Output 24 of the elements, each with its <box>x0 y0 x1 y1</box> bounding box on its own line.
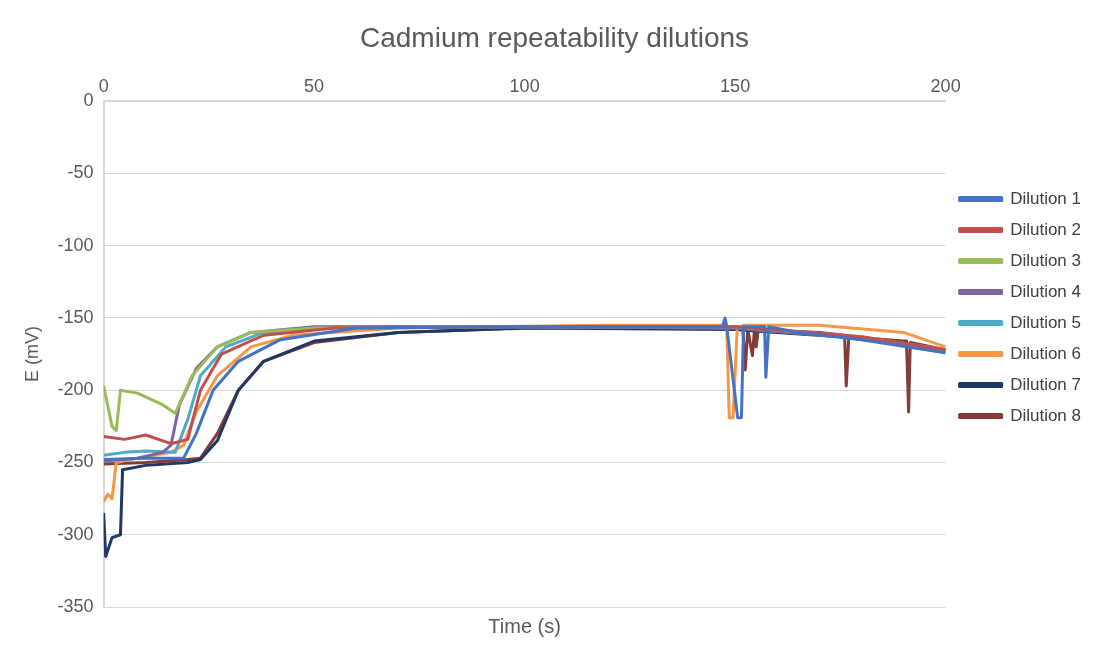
legend-label: Dilution 5 <box>1010 312 1081 332</box>
x-tick-label: 150 <box>720 76 751 97</box>
x-tick-label: 0 <box>98 76 109 97</box>
legend-label: Dilution 3 <box>1010 250 1081 270</box>
legend-label: Dilution 7 <box>1010 374 1081 394</box>
legend-label: Dilution 4 <box>1010 281 1081 301</box>
y-tick-label: -250 <box>57 451 94 472</box>
legend-label: Dilution 2 <box>1010 219 1081 239</box>
x-axis-title: Time (s) <box>488 614 561 637</box>
y-tick-label: -300 <box>57 523 94 544</box>
y-tick-label: -350 <box>57 595 94 616</box>
x-tick-label: 100 <box>509 76 540 97</box>
y-tick-label: -50 <box>67 162 94 183</box>
legend-label: Dilution 6 <box>1010 343 1081 363</box>
legend-label: Dilution 8 <box>1010 405 1081 425</box>
y-tick-label: -200 <box>57 379 94 400</box>
x-tick-label: 200 <box>930 76 961 97</box>
y-axis-title: E (mV) <box>21 326 42 383</box>
x-tick-label: 50 <box>304 76 325 97</box>
y-tick-label: -150 <box>57 306 94 327</box>
y-tick-label: 0 <box>83 90 94 111</box>
y-tick-label: -100 <box>57 234 94 255</box>
chart-title: Cadmium repeatability dilutions <box>359 21 750 53</box>
legend-label: Dilution 1 <box>1010 188 1081 208</box>
